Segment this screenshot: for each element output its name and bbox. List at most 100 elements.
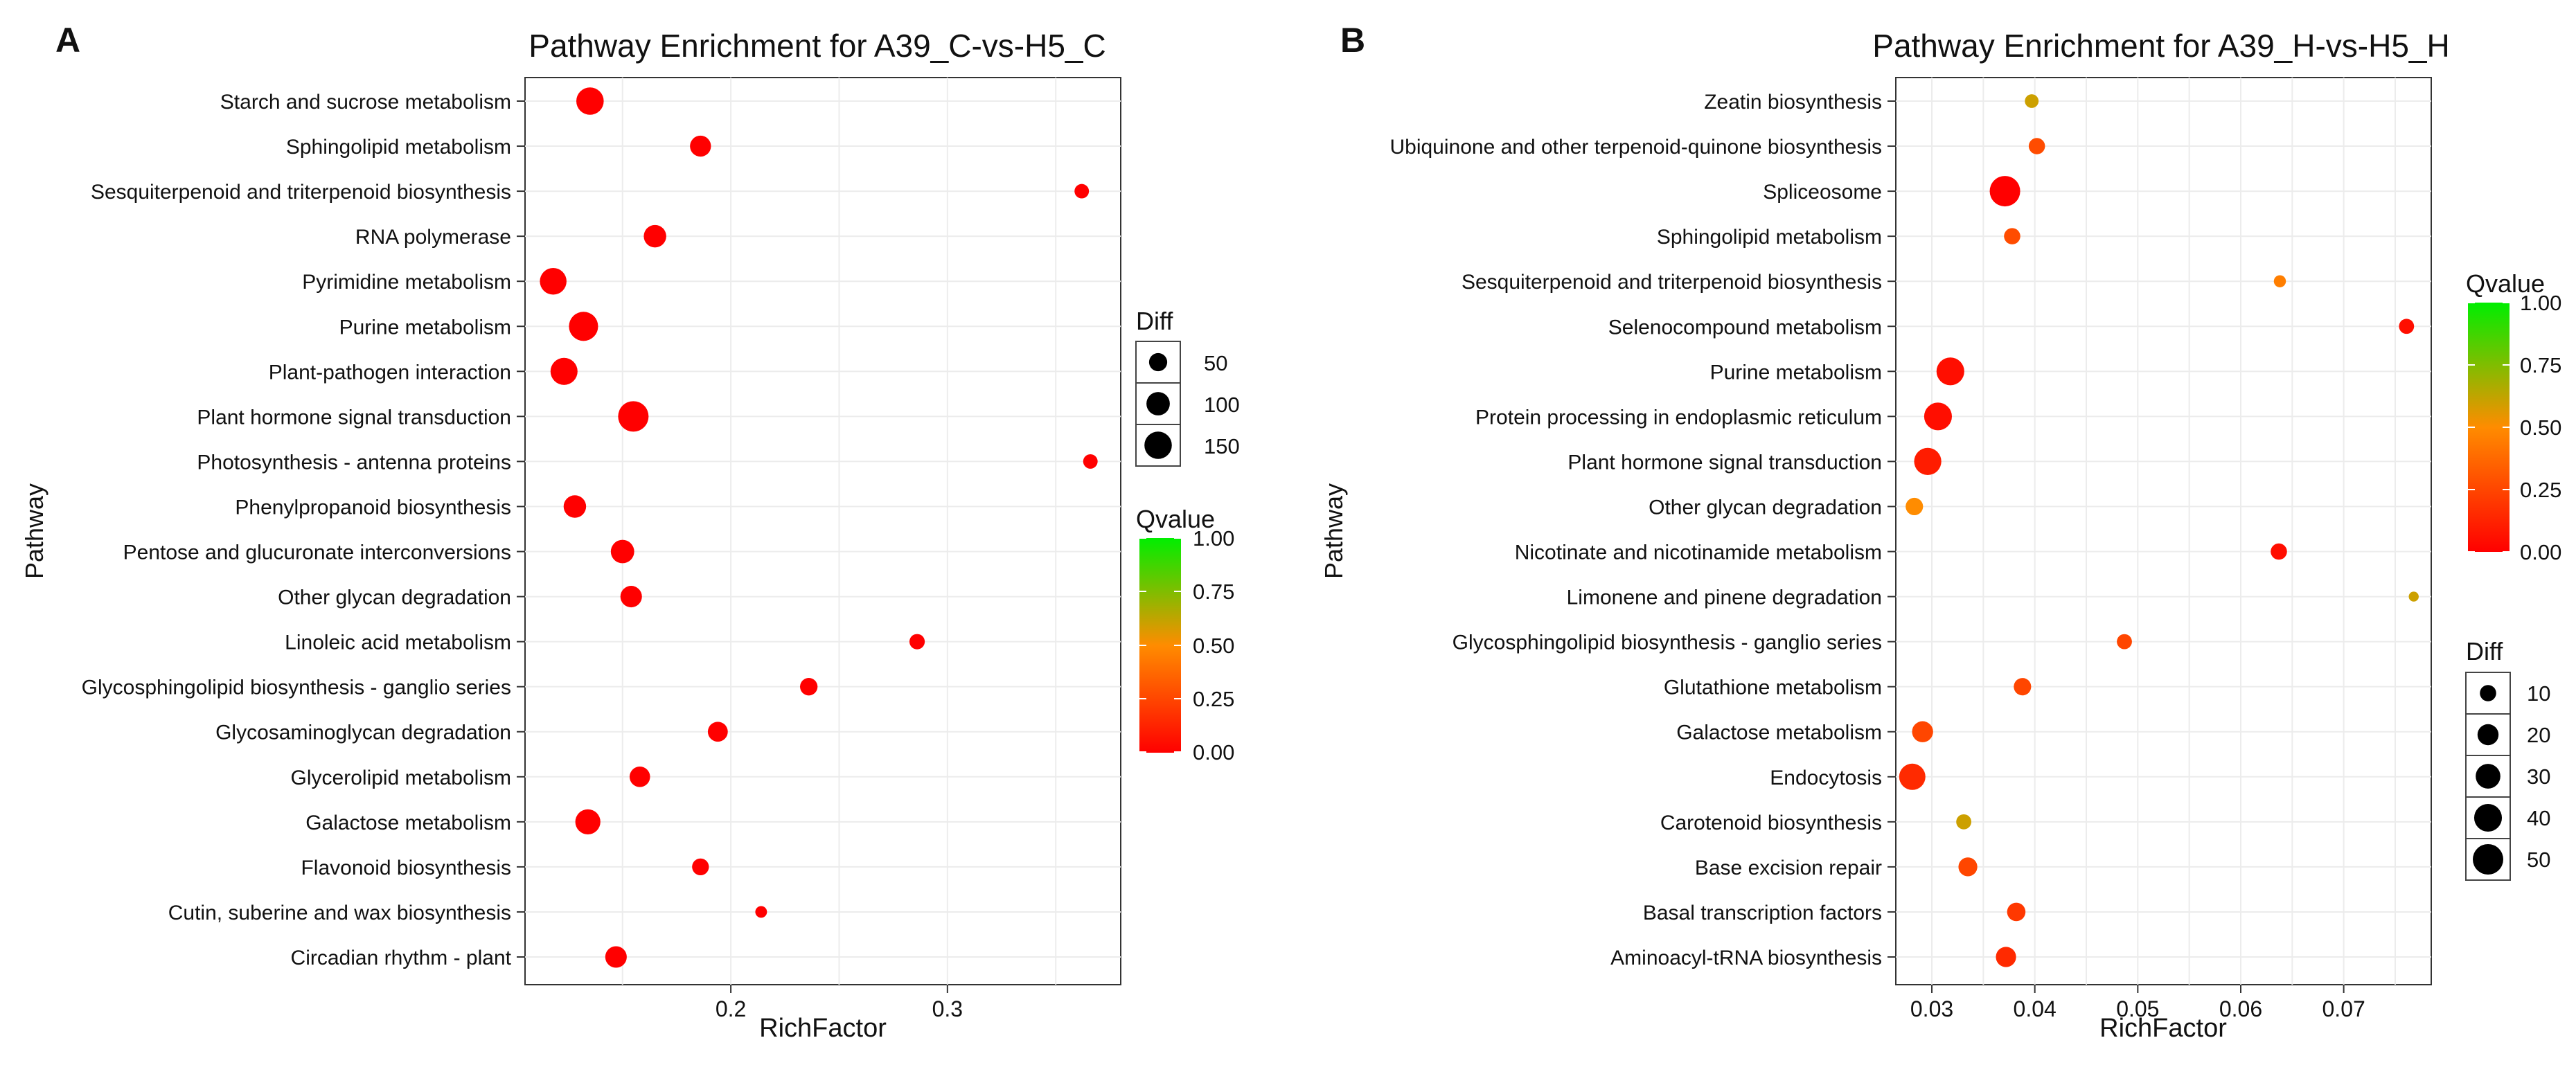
y-tick-label: RNA polymerase <box>355 226 511 249</box>
y-tick-label: Other glycan degradation <box>1649 496 1882 519</box>
data-point <box>2014 678 2032 696</box>
size-legend-key-50-b <box>2465 838 2511 881</box>
size-legend-label-50-b: 50 <box>2527 848 2550 872</box>
data-point <box>1989 176 2020 207</box>
data-point <box>690 135 711 157</box>
x-ticks-a: 0.2 0.3 <box>716 985 963 1021</box>
data-point <box>2117 634 2132 650</box>
color-legend-label-075-a: 0.75 <box>1193 580 1234 604</box>
y-tick-label: Pyrimidine metabolism <box>302 271 511 294</box>
y-tick-label: Galactose metabolism <box>305 812 511 834</box>
y-tick-labels-a: Starch and sucrose metabolism Sphingolipi… <box>82 91 525 969</box>
color-legend-title-a: Qvalue <box>1136 505 1215 533</box>
data-point <box>2273 275 2286 287</box>
size-legend-label-50-a: 50 <box>1204 351 1227 375</box>
data-point <box>2028 138 2045 154</box>
color-legend-label-000-a: 0.00 <box>1193 740 1234 764</box>
panel-label-b: B <box>1340 21 1365 60</box>
data-point <box>610 539 634 564</box>
y-tick-label: Pentose and glucuronate interconversions <box>123 542 511 564</box>
x-tick-label: 0.06 <box>2219 996 2262 1021</box>
data-point <box>692 858 709 876</box>
y-tick-label: Sesquiterpenoid and triterpenoid biosynt… <box>1462 271 1882 294</box>
size-legend-dots-a <box>1144 352 1172 459</box>
y-tick-label: Circadian rhythm - plant <box>291 947 512 969</box>
y-tick-label: Protein processing in endoplasmic reticu… <box>1475 406 1882 429</box>
size-legend-dot <box>2477 724 2499 746</box>
size-legend-dot <box>2476 764 2501 789</box>
y-tick-label: Starch and sucrose metabolism <box>220 91 511 114</box>
y-tick-label: Phenylpropanoid biosynthesis <box>235 496 511 519</box>
y-axis-label-b: Pathway <box>1320 483 1348 579</box>
size-legend-label-30-b: 30 <box>2527 764 2550 789</box>
size-legend-dot <box>1144 431 1172 459</box>
size-legend-dot <box>2473 844 2503 875</box>
chart-title-b: Pathway Enrichment for A39_H-vs-H5_H <box>1872 28 2449 64</box>
data-point <box>755 906 767 918</box>
data-point <box>1956 814 1972 830</box>
color-legend-label-025-a: 0.25 <box>1193 687 1234 711</box>
panel-label-a: A <box>55 21 80 60</box>
data-point <box>620 586 642 608</box>
y-tick-label: Glycerolipid metabolism <box>291 767 511 789</box>
x-tick-label: 0.3 <box>932 996 963 1021</box>
size-legend-a: Diff 50 100 150 <box>1135 307 1240 467</box>
y-tick-label: Ubiquinone and other terpenoid-quinone b… <box>1389 136 1882 159</box>
color-legend-a: Qvalue 1.00 0.75 0.50 0.25 0.00 <box>1136 505 1234 764</box>
x-tick-label: 0.03 <box>1910 996 1953 1021</box>
data-points-a <box>540 87 1098 968</box>
plot-area-b <box>1895 77 2432 985</box>
data-point <box>1083 454 1098 469</box>
color-legend-b: Qvalue 1.00 0.75 0.50 0.25 0.00 <box>2466 269 2561 564</box>
data-points-b <box>1899 94 2419 967</box>
color-legend-label-075-b: 0.75 <box>2520 353 2561 377</box>
y-tick-label: Limonene and pinene degradation <box>1567 587 1882 609</box>
data-point <box>540 267 567 295</box>
data-point <box>1936 357 1964 386</box>
data-point <box>2025 94 2039 108</box>
chart-panel-a: A Pathway Enrichment for A39_C-vs-H5_C S… <box>20 21 1240 1043</box>
data-point <box>2007 902 2026 922</box>
y-axis-label-a: Pathway <box>20 483 48 579</box>
y-tick-label: Endocytosis <box>1770 767 1882 789</box>
y-tick-label: Linoleic acid metabolism <box>285 632 511 654</box>
y-tick-label: Sphingolipid metabolism <box>286 136 511 159</box>
y-tick-label: Plant-pathogen interaction <box>269 361 511 384</box>
size-legend-label-10-b: 10 <box>2527 681 2550 706</box>
data-point <box>2408 591 2419 602</box>
data-point <box>2004 228 2020 244</box>
data-point <box>1914 447 1942 476</box>
y-tick-label: Glycosphingolipid biosynthesis - ganglio… <box>1453 632 1882 654</box>
data-point <box>1924 402 1952 431</box>
data-point <box>1906 497 1924 516</box>
size-legend-title-b: Diff <box>2466 637 2503 665</box>
color-legend-label-000-b: 0.00 <box>2520 540 2561 564</box>
data-point <box>909 634 925 650</box>
color-ticks-b <box>2468 302 2510 553</box>
x-tick-label: 0.2 <box>716 996 746 1021</box>
y-tick-label: Purine metabolism <box>339 316 511 339</box>
x-ticks-b: 0.03 0.04 0.05 0.06 0.07 <box>1910 985 2365 1021</box>
size-legend-dot <box>1148 352 1168 372</box>
data-point <box>550 357 578 385</box>
y-tick-label: Purine metabolism <box>1710 361 1882 384</box>
x-axis-label-a: RichFactor <box>759 1014 887 1043</box>
data-point <box>563 495 587 518</box>
data-point <box>605 946 627 968</box>
data-point <box>569 312 598 341</box>
color-legend-label-050-a: 0.50 <box>1193 634 1234 658</box>
data-point <box>1912 721 1933 742</box>
x-axis-label-b: RichFactor <box>2099 1014 2227 1043</box>
y-tick-label: Nicotinate and nicotinamide metabolism <box>1515 542 1882 564</box>
x-tick-label: 0.05 <box>2116 996 2159 1021</box>
y-tick-label: Spliceosome <box>1763 181 1882 204</box>
data-point <box>618 401 649 432</box>
chart-panel-b: B Pathway Enrichment for A39_H-vs-H5_H Z… <box>1320 21 2561 1043</box>
y-tick-label: Base excision repair <box>1695 857 1882 879</box>
y-tick-label: Basal transcription factors <box>1643 902 1882 924</box>
size-legend-label-150-a: 150 <box>1204 434 1240 458</box>
size-legend-dots-b <box>2473 685 2503 875</box>
y-tick-label: Selenocompound metabolism <box>1608 316 1882 339</box>
y-tick-label: Carotenoid biosynthesis <box>1660 812 1882 834</box>
